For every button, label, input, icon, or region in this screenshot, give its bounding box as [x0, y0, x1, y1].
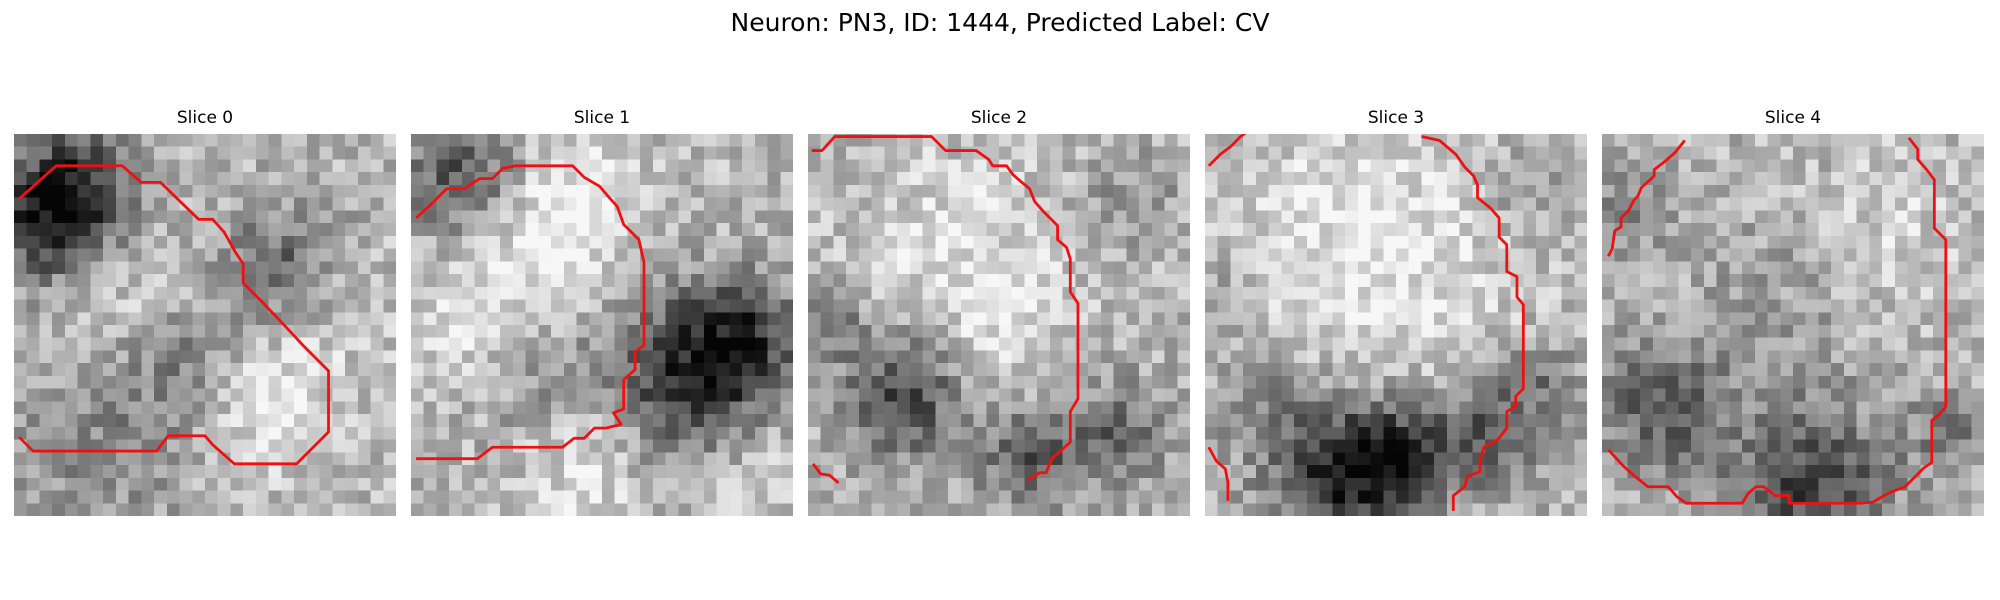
slice-panel-4: Slice 4	[1602, 108, 1984, 516]
contour-line-0	[18, 164, 330, 466]
slice-image-2	[808, 134, 1190, 516]
slice-panel-0: Slice 0	[14, 108, 396, 516]
contour-line-2	[1207, 446, 1230, 501]
slice-image-1	[411, 134, 793, 516]
contour-line-0	[1207, 134, 1247, 167]
contour-line-1	[811, 462, 840, 484]
contour-line-0	[1607, 139, 1686, 257]
slice-panel-3: Slice 3	[1205, 108, 1587, 516]
slice-title-3: Slice 3	[1367, 108, 1425, 128]
slice-image-4	[1602, 134, 1984, 516]
pixel-grid	[1205, 134, 1587, 516]
slice-image-0	[14, 134, 396, 516]
pixel-grid	[808, 134, 1190, 516]
slice-title-0: Slice 0	[176, 108, 234, 128]
slice-panel-2: Slice 2	[808, 108, 1190, 516]
slice-title-2: Slice 2	[970, 108, 1028, 128]
slice-title-1: Slice 1	[573, 108, 631, 128]
figure-title: Neuron: PN3, ID: 1444, Predicted Label: …	[730, 8, 1270, 37]
contour-line-0	[811, 135, 1080, 482]
slice-panel-1: Slice 1	[411, 108, 793, 516]
pixel-grid	[411, 134, 793, 516]
slice-image-3	[1205, 134, 1587, 516]
contour-line-1	[1607, 136, 1948, 505]
pixel-grid	[1602, 134, 1984, 516]
contour-line-1	[1421, 135, 1525, 511]
slice-title-4: Slice 4	[1764, 108, 1822, 128]
contour-line-0	[415, 164, 646, 461]
pixel-grid	[14, 134, 396, 516]
